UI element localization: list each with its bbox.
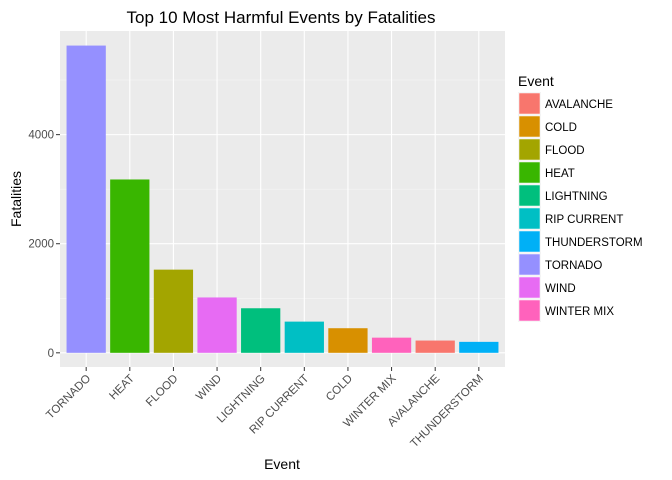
legend-label: HEAT [545,168,575,180]
legend-swatch [518,161,541,184]
legend-items: AVALANCHE COLD FLOOD HEAT LIGHTNING RIP CURRE… [518,92,643,322]
legend-swatch [518,230,541,253]
legend-label: FLOOD [545,145,585,157]
y-axis-title: Fatalities [8,171,24,227]
legend-swatch [518,184,541,207]
bar [66,45,106,353]
bar [328,328,368,353]
legend-swatch [518,138,541,161]
legend-swatch [518,92,541,115]
bar [459,341,499,353]
x-tick-label: COLD [324,373,355,404]
legend-swatch [518,299,541,322]
y-axis-ticks: 0 2000 4000 [28,130,60,360]
bar [284,321,324,353]
bar [241,308,281,353]
legend-label: THUNDERSTORM [545,237,643,249]
legend-swatch [518,276,541,299]
bar [197,297,237,353]
legend-swatch [518,207,541,230]
legend-label: AVALANCHE [545,99,613,111]
legend-swatch [518,253,541,276]
legend-label: TORNADO [545,260,602,272]
x-tick-label: WIND [194,373,224,403]
bars [66,45,499,353]
y-tick-label: 4000 [28,130,54,142]
legend-label: RIP CURRENT [545,214,623,226]
legend-label: WIND [545,283,576,295]
bar [371,337,412,353]
bar [415,340,455,353]
legend-label: COLD [545,122,577,134]
y-tick-label: 0 [48,348,54,360]
legend-swatch [518,115,541,138]
x-tick-label: THUNDERSTORM [408,373,485,450]
legend-label: WINTER MIX [545,306,614,318]
y-tick-label: 2000 [28,239,54,251]
x-tick-label: FLOOD [144,373,181,410]
legend-label: LIGHTNING [545,191,608,203]
x-tick-label: TORNADO [44,373,93,422]
bar [110,179,150,353]
chart-title: Top 10 Most Harmful Events by Fatalities [127,8,436,27]
legend: Event AVALANCHE COLD FLOOD HEAT LIGHTNING RIP… [518,73,643,322]
bar [153,269,194,353]
x-tick-label: HEAT [107,373,137,403]
x-axis-title: Event [264,456,300,472]
legend-title: Event [518,73,554,89]
